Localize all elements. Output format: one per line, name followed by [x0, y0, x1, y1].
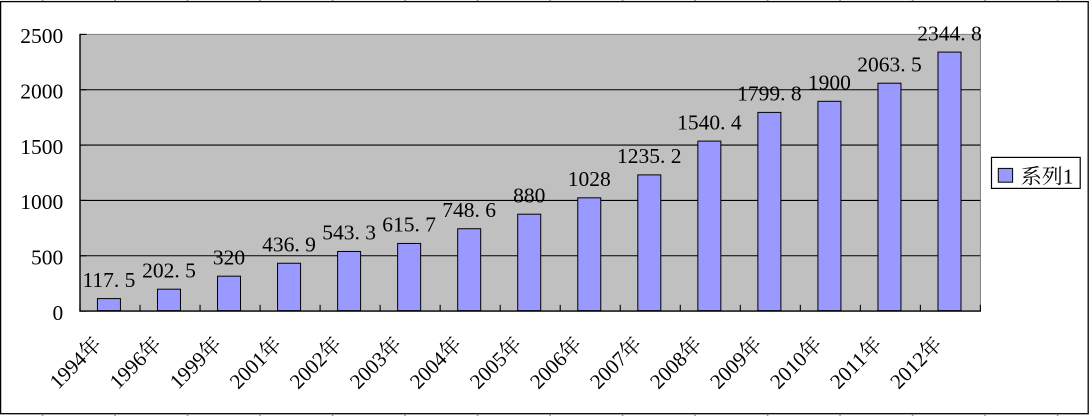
svg-text:2063. 5: 2063. 5 [857, 52, 922, 76]
svg-text:320: 320 [213, 245, 245, 269]
svg-text:500: 500 [31, 245, 63, 269]
svg-text:117. 5: 117. 5 [82, 268, 135, 292]
svg-text:615. 7: 615. 7 [382, 213, 436, 237]
svg-text:202. 5: 202. 5 [142, 258, 196, 282]
svg-text:748. 6: 748. 6 [442, 198, 496, 222]
svg-text:1799. 8: 1799. 8 [737, 82, 802, 106]
svg-text:1000: 1000 [20, 190, 63, 214]
svg-text:2000: 2000 [20, 79, 63, 103]
svg-text:2344. 8: 2344. 8 [917, 21, 982, 45]
svg-text:1028: 1028 [568, 167, 611, 191]
svg-text:1235. 2: 1235. 2 [617, 144, 682, 168]
svg-text:1: 1 [1063, 165, 1074, 189]
svg-text:880: 880 [513, 183, 545, 207]
svg-text:2500: 2500 [20, 24, 63, 48]
svg-text:1540. 4: 1540. 4 [677, 110, 742, 134]
svg-text:543. 3: 543. 3 [322, 221, 376, 245]
svg-text:1500: 1500 [20, 135, 63, 159]
svg-text:436. 9: 436. 9 [262, 232, 316, 256]
svg-text:1900: 1900 [808, 71, 851, 95]
svg-text:0: 0 [53, 301, 64, 325]
